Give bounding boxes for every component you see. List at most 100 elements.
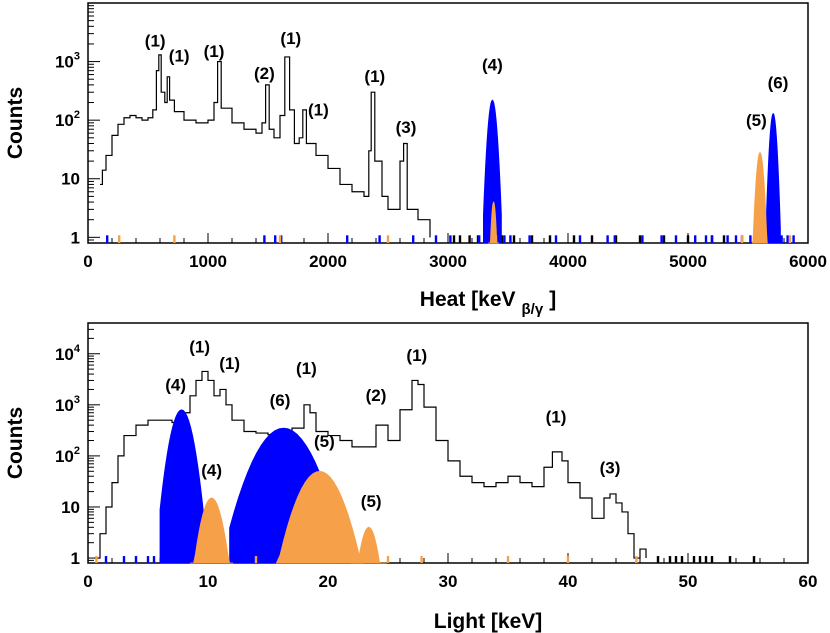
- chart1-peak-annotation: (3): [600, 459, 621, 478]
- chart1-peak-annotation: (1): [296, 359, 317, 378]
- chart0-series-all-events-single-count-bar: [500, 235, 504, 243]
- chart0-series-selected-events-5-single-count-bar: [173, 235, 176, 243]
- chart1-series-selected-events-5-single-count-bar: [386, 556, 390, 563]
- chart0-series-all-events-single-count-bar: [722, 235, 726, 243]
- chart0-series-selected-events-6-single-count-bar: [660, 235, 663, 243]
- chart1-series-selected-events-5-single-count-bar: [420, 556, 423, 563]
- chart0-series-selected-events-6-single-count-bar: [106, 235, 109, 243]
- chart0-y-axis-title: Counts: [4, 87, 27, 159]
- chart1-peak-annotation: (1): [546, 408, 567, 427]
- chart1-peak-annotation: (1): [406, 346, 427, 365]
- chart0-x-tick-label: 5000: [669, 252, 707, 271]
- chart0-series-all-events-single-count-bar: [590, 235, 594, 243]
- chart0-series-selected-events-6-single-count-bar: [554, 235, 558, 243]
- chart1-y-tick-label: 10: [61, 498, 80, 517]
- chart1-peak-annotation: (1): [189, 338, 210, 357]
- chart0-x-axis-title: Heat [keV β/γ]: [420, 288, 556, 318]
- chart0-y-tick-label: 102: [55, 109, 80, 130]
- chart1-x-tick-label: 60: [799, 572, 818, 591]
- chart1-peak-annotation: (2): [366, 386, 387, 405]
- chart0-peak-annotation: (1): [145, 32, 166, 51]
- chart1-y-tick-label: 1: [71, 549, 80, 568]
- chart1-series-selected-events-6-single-count-bar: [104, 556, 108, 563]
- chart0-series-selected-events-6-single-count-bar: [503, 235, 506, 243]
- chart1-peak-annotation: (5): [314, 432, 335, 451]
- chart1-series-selected-events-6-single-count-bar: [239, 556, 242, 563]
- chart0-series-selected-events-5-peak: [488, 201, 499, 244]
- chart0-peak-annotation: (1): [204, 42, 225, 61]
- chart0-series-selected-events-6-single-count-bar: [780, 235, 783, 243]
- chart1-series-all-events-single-count-bar: [704, 556, 708, 563]
- chart0-x-tick-label: 1000: [189, 252, 227, 271]
- chart1-series-all-events-single-count-bar: [728, 556, 732, 563]
- heat-spectrum-panel: 0 1000 2000 3000 4000 5000 6000 1 10 102 103 Heat […: [4, 2, 827, 318]
- chart0-series-selected-events-6-single-count-bar: [434, 235, 438, 243]
- chart0-series-all-events-single-count-bar: [452, 235, 456, 243]
- chart1-series-selected-events-5-single-count-bar: [566, 556, 570, 563]
- chart0-series-selected-events-5-single-count-bar: [788, 235, 792, 243]
- chart0-series-selected-events-6-single-count-bar: [786, 235, 789, 243]
- chart0-x-tick-label: 2000: [309, 252, 347, 271]
- chart1-y-axis-title: Counts: [4, 407, 27, 479]
- chart1-x-tick-label: 50: [679, 572, 698, 591]
- chart1-series-selected-events-6-single-count-bar: [152, 556, 156, 563]
- chart1-peak-annotation: (5): [361, 492, 382, 511]
- chart0-y-tick-label: 10: [61, 170, 80, 189]
- chart1-series-selected-events-5-peak: [350, 526, 387, 564]
- chart1-series-all-events-single-count-bar: [674, 556, 678, 563]
- chart0-series-selected-events-6-single-count-bar: [509, 235, 512, 243]
- chart0-series-selected-events-6-single-count-bar: [478, 235, 481, 243]
- chart0-series-selected-events-5-single-count-bar: [494, 235, 498, 243]
- chart0-series-selected-events-6-peak: [765, 112, 781, 244]
- chart1-peak-annotation: (6): [270, 391, 291, 410]
- chart0-series-selected-events-6-single-count-bar: [378, 235, 381, 243]
- chart0-series-selected-events-6-single-count-bar: [694, 235, 697, 243]
- chart0-series-selected-events-5-peak: [752, 151, 768, 244]
- chart0-series-all-events-single-count-bar: [686, 235, 690, 243]
- chart0-peak-annotation: (1): [169, 47, 190, 66]
- chart1-x-tick-label: 40: [559, 572, 578, 591]
- chart1-series-all-events-single-count-bar: [710, 556, 714, 563]
- chart0-series-selected-events-6-single-count-bar: [734, 235, 738, 243]
- chart1-series-selected-events-5-peak: [275, 470, 364, 564]
- chart1-series-all-events-single-count-bar: [668, 556, 672, 563]
- chart0-peak-annotation: (2): [254, 64, 275, 83]
- chart0-series-selected-events-6-single-count-bar: [263, 235, 266, 243]
- chart0-series-all-events-line: [100, 54, 431, 238]
- chart0-peak-annotation: (3): [396, 118, 417, 137]
- chart1-series-selected-events-5-single-count-bar: [354, 556, 357, 563]
- chart0-series-selected-events-5-single-count-bar: [386, 235, 390, 243]
- chart0-series-selected-events-5-single-count-bar: [118, 235, 121, 243]
- chart0-x-tick-label: 4000: [549, 252, 587, 271]
- chart0-series-selected-events-6-single-count-bar: [792, 235, 795, 243]
- chart1-series-all-events-single-count-bar: [692, 556, 696, 563]
- chart1-peak-annotation: (4): [165, 376, 186, 395]
- chart0-series-all-events-single-count-bar: [548, 235, 552, 243]
- chart1-series-selected-events-6-single-count-bar: [164, 556, 168, 563]
- chart0-series-selected-events-6-single-count-bar: [346, 235, 349, 243]
- chart1-series-selected-events-5-single-count-bar: [506, 556, 510, 563]
- chart0-x-tick-label: 3000: [429, 252, 467, 271]
- chart0-series-selected-events-6-peak: [483, 99, 502, 244]
- chart0-series-selected-events-6-single-count-bar: [674, 235, 678, 243]
- chart0-series-selected-events-6-single-count-bar: [578, 235, 582, 243]
- chart1-series-selected-events-5-single-count-bar: [635, 556, 638, 563]
- chart1-y-tick-label: 102: [55, 445, 80, 466]
- chart1-series-selected-events-5-single-count-bar: [95, 556, 98, 563]
- chart0-series-selected-events-5-single-count-bar: [278, 235, 282, 243]
- chart1-series-selected-events-5-single-count-bar: [254, 556, 258, 563]
- chart0-series-selected-events-6-single-count-bar: [613, 235, 616, 243]
- chart0-series-selected-events-6-single-count-bar: [726, 235, 729, 243]
- chart0-series-all-events-single-count-bar: [530, 235, 534, 243]
- chart0-series-selected-events-6-single-count-bar: [412, 235, 415, 243]
- chart1-series-selected-events-6-peak: [159, 409, 204, 564]
- chart1-x-axis-title: Light [keV]: [434, 610, 543, 633]
- chart0-series-selected-events-6-single-count-bar: [274, 235, 277, 243]
- chart1-x-tick-label: 10: [199, 572, 218, 591]
- chart1-y-tick-label: 103: [55, 394, 80, 415]
- chart0-series-selected-events-6-single-count-bar: [528, 235, 531, 243]
- chart0-series-all-events-single-count-bar: [512, 235, 516, 243]
- chart0-series-selected-events-6-single-count-bar: [710, 235, 714, 243]
- chart0-series-selected-events-6-single-count-bar: [280, 235, 283, 243]
